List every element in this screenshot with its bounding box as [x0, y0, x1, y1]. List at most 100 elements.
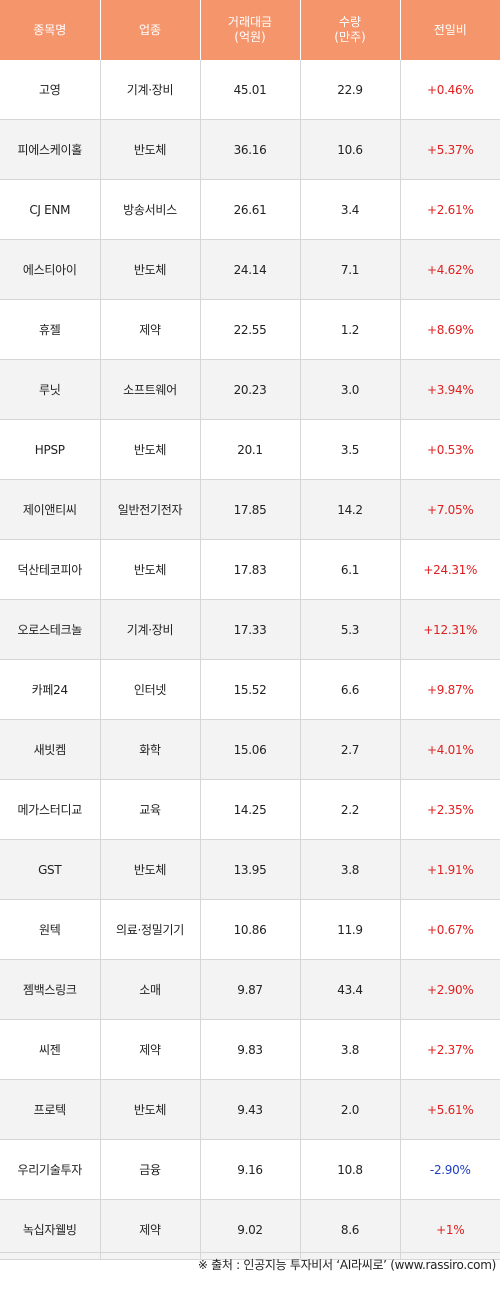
amount-cell: 17.85 — [200, 479, 301, 540]
stock-name-cell: 젬백스링크 — [0, 959, 101, 1020]
change-cell: +0.46% — [400, 60, 500, 120]
quantity-cell: 2.7 — [300, 719, 401, 780]
stock-name-cell: 휴젤 — [0, 299, 101, 360]
table-row: 새빗켐 화학 15.06 2.7 +4.01% — [0, 719, 500, 780]
quantity-cell: 5.3 — [300, 599, 401, 660]
stock-name-cell: 프로텍 — [0, 1079, 101, 1140]
quantity-cell: 6.1 — [300, 539, 401, 600]
amount-cell: 20.1 — [200, 419, 301, 480]
change-cell: +2.90% — [400, 959, 500, 1020]
change-cell: +4.62% — [400, 239, 500, 300]
table-row: CJ ENM 방송서비스 26.61 3.4 +2.61% — [0, 179, 500, 240]
stock-name-cell: 원텍 — [0, 899, 101, 960]
sector-cell: 기계·장비 — [100, 60, 201, 120]
sector-cell: 제약 — [100, 1199, 201, 1260]
quantity-cell: 3.5 — [300, 419, 401, 480]
change-cell: +2.61% — [400, 179, 500, 240]
table-row: HPSP 반도체 20.1 3.5 +0.53% — [0, 419, 500, 480]
sector-cell: 반도체 — [100, 1079, 201, 1140]
amount-cell: 22.55 — [200, 299, 301, 360]
quantity-cell: 22.9 — [300, 60, 401, 120]
stock-name-cell: 루닛 — [0, 359, 101, 420]
amount-cell: 9.83 — [200, 1019, 301, 1080]
change-cell: +9.87% — [400, 659, 500, 720]
amount-cell: 10.86 — [200, 899, 301, 960]
change-cell: +2.37% — [400, 1019, 500, 1080]
table-row: 루닛 소프트웨어 20.23 3.0 +3.94% — [0, 359, 500, 420]
stock-name-cell: 씨젠 — [0, 1019, 101, 1080]
sector-cell: 반도체 — [100, 539, 201, 600]
sector-cell: 반도체 — [100, 419, 201, 480]
sector-cell: 의료·정밀기기 — [100, 899, 201, 960]
sector-cell: 반도체 — [100, 239, 201, 300]
amount-cell: 9.16 — [200, 1139, 301, 1200]
quantity-cell: 10.6 — [300, 119, 401, 180]
quantity-cell: 43.4 — [300, 959, 401, 1020]
change-cell: +24.31% — [400, 539, 500, 600]
quantity-cell: 3.4 — [300, 179, 401, 240]
amount-cell: 36.16 — [200, 119, 301, 180]
table-row: 휴젤 제약 22.55 1.2 +8.69% — [0, 299, 500, 360]
table-row: GST 반도체 13.95 3.8 +1.91% — [0, 839, 500, 900]
stock-name-cell: 제이앤티씨 — [0, 479, 101, 540]
amount-cell: 15.06 — [200, 719, 301, 780]
quantity-cell: 2.0 — [300, 1079, 401, 1140]
stock-name-cell: CJ ENM — [0, 179, 101, 240]
table-row: 제이앤티씨 일반전기전자 17.85 14.2 +7.05% — [0, 479, 500, 540]
quantity-cell: 11.9 — [300, 899, 401, 960]
amount-cell: 13.95 — [200, 839, 301, 900]
quantity-cell: 3.8 — [300, 839, 401, 900]
stock-table: 종목명 업종 거래대금 (억원) 수량 (만주) 전일비 고영 기계·장비 45.01 2… — [0, 0, 500, 1260]
stock-name-cell: 녹십자웰빙 — [0, 1199, 101, 1260]
footer-divider — [0, 1252, 500, 1253]
quantity-cell: 8.6 — [300, 1199, 401, 1260]
change-cell: +1.91% — [400, 839, 500, 900]
change-cell: +1% — [400, 1199, 500, 1260]
amount-cell: 9.43 — [200, 1079, 301, 1140]
header-amount: 거래대금 (억원) — [200, 0, 301, 60]
table-row: 카페24 인터넷 15.52 6.6 +9.87% — [0, 659, 500, 720]
header-sector: 업종 — [100, 0, 201, 60]
change-cell: +0.67% — [400, 899, 500, 960]
sector-cell: 인터넷 — [100, 659, 201, 720]
stock-name-cell: HPSP — [0, 419, 101, 480]
table-row: 프로텍 반도체 9.43 2.0 +5.61% — [0, 1079, 500, 1140]
stock-name-cell: 에스티아이 — [0, 239, 101, 300]
stock-name-cell: 고영 — [0, 60, 101, 120]
sector-cell: 소매 — [100, 959, 201, 1020]
table-row: 원텍 의료·정밀기기 10.86 11.9 +0.67% — [0, 899, 500, 960]
sector-cell: 교육 — [100, 779, 201, 840]
sector-cell: 반도체 — [100, 119, 201, 180]
quantity-cell: 6.6 — [300, 659, 401, 720]
table-row: 우리기술투자 금융 9.16 10.8 -2.90% — [0, 1139, 500, 1200]
table-header-row: 종목명 업종 거래대금 (억원) 수량 (만주) 전일비 — [0, 0, 500, 60]
quantity-cell: 7.1 — [300, 239, 401, 300]
sector-cell: 제약 — [100, 299, 201, 360]
amount-cell: 26.61 — [200, 179, 301, 240]
amount-cell: 15.52 — [200, 659, 301, 720]
source-note: ※ 출처 : 인공지능 투자비서 ‘AI라씨로’ (www.rassiro.co… — [197, 1258, 496, 1272]
sector-cell: 방송서비스 — [100, 179, 201, 240]
amount-cell: 14.25 — [200, 779, 301, 840]
stock-name-cell: 피에스케이홀 — [0, 119, 101, 180]
quantity-cell: 3.8 — [300, 1019, 401, 1080]
stock-name-cell: 새빗켐 — [0, 719, 101, 780]
table-row: 고영 기계·장비 45.01 22.9 +0.46% — [0, 60, 500, 120]
table-row: 젬백스링크 소매 9.87 43.4 +2.90% — [0, 959, 500, 1020]
sector-cell: 금융 — [100, 1139, 201, 1200]
header-quantity: 수량 (만주) — [300, 0, 401, 60]
amount-cell: 9.02 — [200, 1199, 301, 1260]
amount-cell: 24.14 — [200, 239, 301, 300]
table-row: 피에스케이홀 반도체 36.16 10.6 +5.37% — [0, 119, 500, 180]
amount-cell: 45.01 — [200, 60, 301, 120]
change-cell: +8.69% — [400, 299, 500, 360]
quantity-cell: 10.8 — [300, 1139, 401, 1200]
header-change: 전일비 — [400, 0, 500, 60]
change-cell: +12.31% — [400, 599, 500, 660]
sector-cell: 일반전기전자 — [100, 479, 201, 540]
amount-cell: 20.23 — [200, 359, 301, 420]
table-row: 녹십자웰빙 제약 9.02 8.6 +1% — [0, 1199, 500, 1260]
amount-cell: 9.87 — [200, 959, 301, 1020]
quantity-cell: 2.2 — [300, 779, 401, 840]
change-cell: +5.61% — [400, 1079, 500, 1140]
